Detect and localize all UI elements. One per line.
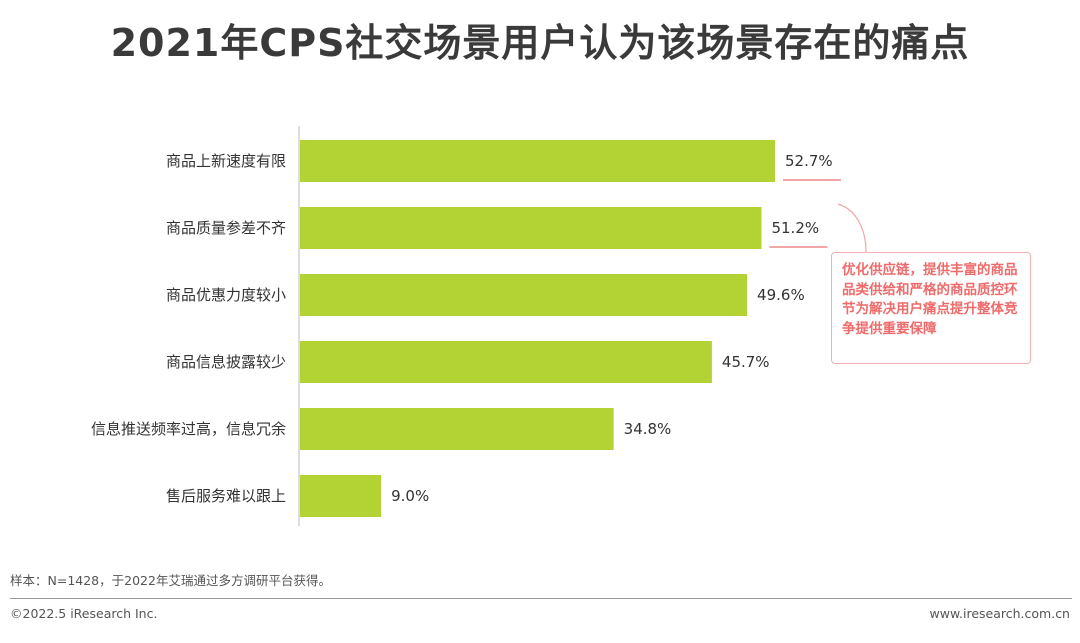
category-label-1: 商品质量参差不齐 — [166, 219, 286, 237]
website-text: www.iresearch.com.cn — [929, 606, 1071, 621]
category-label-0: 商品上新速度有限 — [166, 152, 286, 170]
value-label-4: 34.8% — [624, 420, 672, 438]
callout-text: 优化供应链，提供丰富的商品品类供给和严格的商品质控环节为解决用户痛点提升整体竞争… — [842, 262, 1018, 337]
value-label-5: 9.0% — [391, 487, 429, 505]
category-label-4: 信息推送频率过高，信息冗余 — [91, 420, 286, 438]
value-label-1: 51.2% — [771, 219, 819, 237]
value-label-2: 49.6% — [757, 286, 805, 304]
copyright-text: ©2022.5 iResearch Inc. — [10, 606, 158, 621]
bar-4 — [300, 408, 614, 450]
bar-0 — [300, 140, 775, 182]
category-label-3: 商品信息披露较少 — [166, 353, 286, 371]
value-label-3: 45.7% — [722, 353, 770, 371]
chart-title: 2021年CPS社交场景用户认为该场景存在的痛点 — [110, 21, 970, 65]
callout-box: 优化供应链，提供丰富的商品品类供给和严格的商品质控环节为解决用户痛点提升整体竞争… — [831, 252, 1031, 364]
category-label-2: 商品优惠力度较小 — [166, 286, 286, 304]
value-label-0: 52.7% — [785, 152, 833, 170]
category-label-5: 售后服务难以跟上 — [166, 487, 286, 505]
callout-connector — [837, 203, 867, 253]
bar-5 — [300, 475, 382, 517]
sample-note: 样本：N=1428，于2022年艾瑞通过多方调研平台获得。 — [10, 573, 331, 588]
bar-3 — [300, 341, 712, 383]
bar-1 — [300, 207, 762, 249]
footer-divider — [10, 598, 1072, 599]
bar-2 — [300, 274, 748, 316]
